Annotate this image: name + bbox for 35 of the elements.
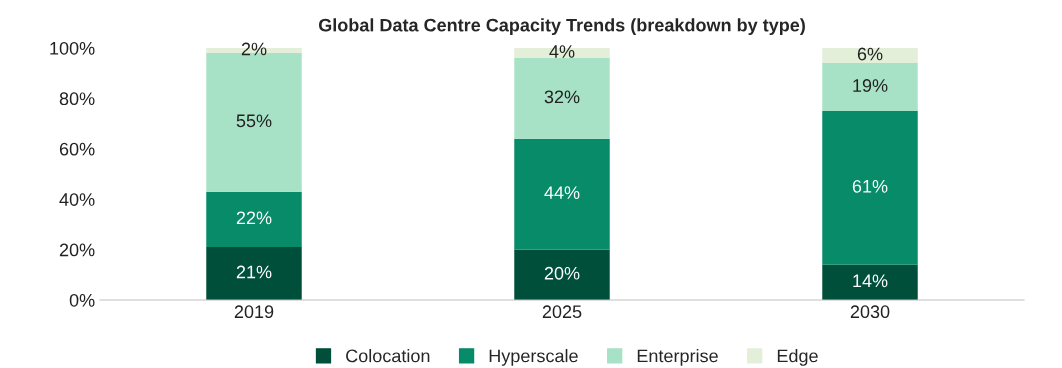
y-tick-label: 60%	[59, 142, 95, 156]
x-tick-label: 2030	[850, 305, 890, 319]
y-tick-label: 40%	[59, 193, 95, 206]
legend-label: Hyperscale	[489, 349, 578, 366]
y-tick-label: 0%	[69, 293, 95, 307]
x-tick-label: 2019	[234, 305, 274, 319]
bar	[206, 191, 302, 248]
bar	[822, 48, 918, 64]
data-label: 22%	[236, 211, 272, 225]
bar	[206, 247, 302, 300]
y-tick-label: 80%	[59, 92, 95, 106]
data-label: 55%	[236, 114, 272, 128]
data-label: 32%	[544, 90, 580, 104]
legend-label: Enterprise	[637, 349, 718, 366]
bar	[514, 138, 610, 250]
legend-label: Edge	[777, 349, 818, 366]
data-label: 21%	[236, 265, 272, 279]
data-label: 44%	[544, 186, 580, 199]
bar	[822, 264, 918, 300]
x-tick-label: 2025	[542, 305, 582, 319]
data-label: 20%	[544, 266, 580, 280]
y-tick-label: 100%	[50, 41, 95, 55]
bar	[514, 249, 610, 300]
legend-label: Colocation	[346, 349, 430, 363]
data-label: 4%	[549, 45, 575, 58]
data-label: 14%	[853, 274, 888, 288]
bar	[822, 111, 918, 265]
data-label: 61%	[852, 179, 888, 193]
bar	[514, 58, 610, 139]
y-tick-label: 20%	[59, 243, 95, 257]
chart-title: Global Data Centre Capacity Trends (breakdown by type)	[318, 18, 805, 36]
bar	[822, 63, 918, 111]
data-label: 2%	[241, 42, 267, 56]
data-label: 6%	[857, 47, 883, 61]
data-label: 19%	[853, 79, 888, 92]
